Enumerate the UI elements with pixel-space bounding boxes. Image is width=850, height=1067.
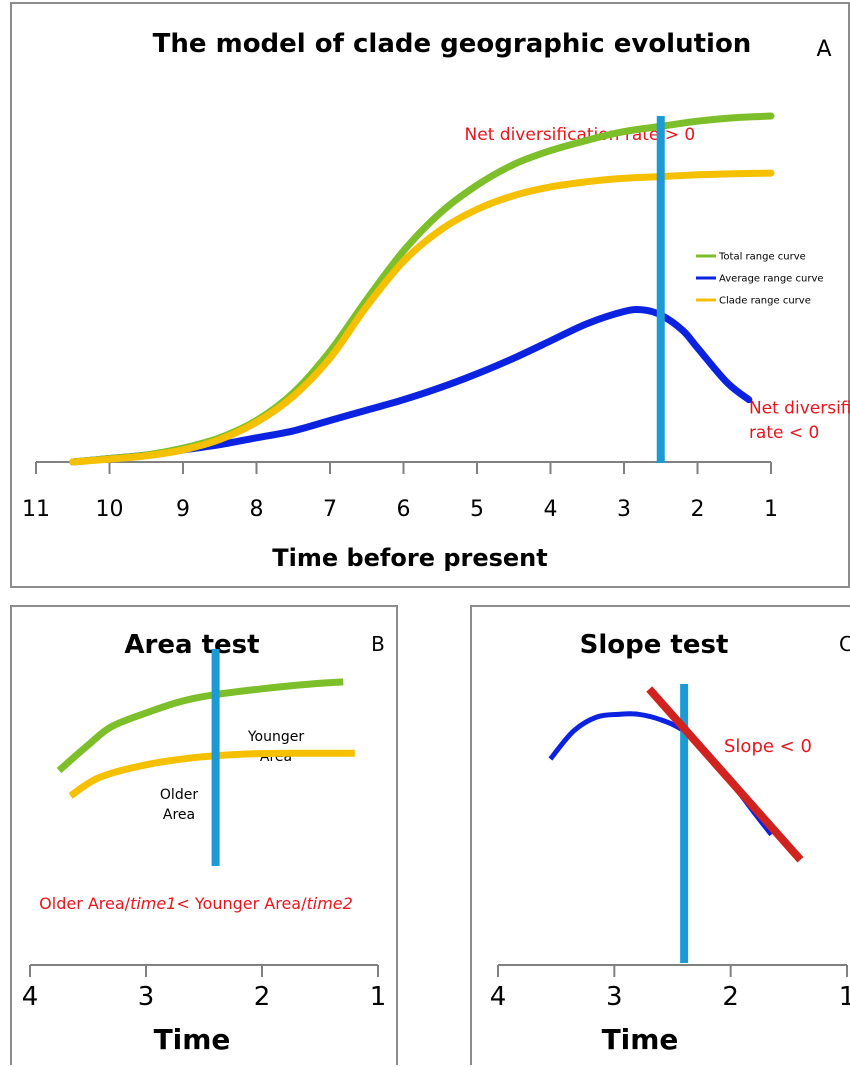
chart-c-x-tick-label: 3 <box>606 982 623 1012</box>
formula-middle: < Younger Area/ <box>176 894 307 913</box>
chart-c-x-axis: 4 3 2 1 <box>490 964 850 1012</box>
chart-b-xlabel: Time <box>154 1023 231 1056</box>
chart-a-legend: Total range curve Average range curve Cl… <box>696 252 824 307</box>
chart-c-xlabel: Time <box>602 1023 679 1056</box>
chart-c: 4 3 2 1 Slope test C Slope < 0 Time <box>490 630 850 1056</box>
chart-a-x-axis: 11 10 9 8 7 6 5 4 3 2 1 <box>22 461 778 522</box>
legend-label-average: Average range curve <box>719 274 824 285</box>
chart-a-x-tick-label: 5 <box>470 497 484 522</box>
panel-c: 4 3 2 1 Slope test C Slope < 0 Time <box>470 605 850 1065</box>
chart-b-x-tick-label: 4 <box>22 982 39 1012</box>
chart-a-x-tick-label: 1 <box>764 497 778 522</box>
chart-c-title: Slope test <box>580 630 729 660</box>
annotation-negative-line1: Net diversification <box>749 399 850 419</box>
annotation-negative-line2: rate < 0 <box>749 423 819 443</box>
chart-a: 11 10 9 8 7 6 5 4 3 2 1 The model of clade geograp… <box>22 29 850 572</box>
total-range-curve <box>69 112 775 466</box>
chart-c-x-tick-label: 4 <box>490 982 507 1012</box>
legend-label-total: Total range curve <box>718 252 806 263</box>
chart-b-x-tick-label: 2 <box>254 982 271 1012</box>
older-area-label-line2: Area <box>163 807 195 823</box>
formula-time1: time1 <box>130 894 176 913</box>
legend-label-clade: Clade range curve <box>719 296 811 307</box>
older-area-label-line1: Older <box>160 787 198 803</box>
average-range-curve <box>548 711 774 837</box>
chart-a-x-tick-label: 11 <box>22 497 50 522</box>
chart-c-x-tick-label: 2 <box>722 982 739 1012</box>
chart-a-xlabel: Time before present <box>272 544 548 572</box>
chart-a-series <box>69 112 775 466</box>
chart-b-x-tick-label: 1 <box>370 982 387 1012</box>
chart-a-x-tick-label: 3 <box>617 497 631 522</box>
chart-c-x-tick-label: 1 <box>839 982 850 1012</box>
chart-a-x-tick-label: 7 <box>323 497 337 522</box>
slope-annotation: Slope < 0 <box>724 736 812 757</box>
chart-b-title: Area test <box>124 630 259 660</box>
average-range-curve <box>69 305 753 466</box>
chart-b-series <box>56 678 355 799</box>
slope-line <box>646 686 804 863</box>
chart-b-panel-letter: B <box>371 632 385 656</box>
chart-c-panel-letter: C <box>839 632 850 656</box>
chart-a-x-tick-label: 10 <box>96 497 124 522</box>
chart-a-x-tick-label: 4 <box>544 497 558 522</box>
formula-time2: time2 <box>307 894 353 913</box>
chart-b-x-tick-label: 3 <box>138 982 155 1012</box>
chart-a-panel-letter: A <box>816 37 831 62</box>
younger-area-label-line1: Younger <box>247 729 305 745</box>
chart-a-x-tick-label: 9 <box>176 497 190 522</box>
chart-a-x-tick-label: 8 <box>250 497 264 522</box>
area-test-formula: Older Area/time1< Younger Area/time2 <box>39 894 353 913</box>
chart-a-title: The model of clade geographic evolution <box>153 29 752 59</box>
chart-a-x-tick-label: 6 <box>397 497 411 522</box>
chart-b-x-axis: 4 3 2 1 <box>22 964 387 1012</box>
formula-older: Older Area/ <box>39 894 131 913</box>
total-range-curve <box>56 678 344 774</box>
chart-a-x-tick-label: 2 <box>691 497 705 522</box>
panel-a: 11 10 9 8 7 6 5 4 3 2 1 The model of clade geograp… <box>10 2 850 588</box>
